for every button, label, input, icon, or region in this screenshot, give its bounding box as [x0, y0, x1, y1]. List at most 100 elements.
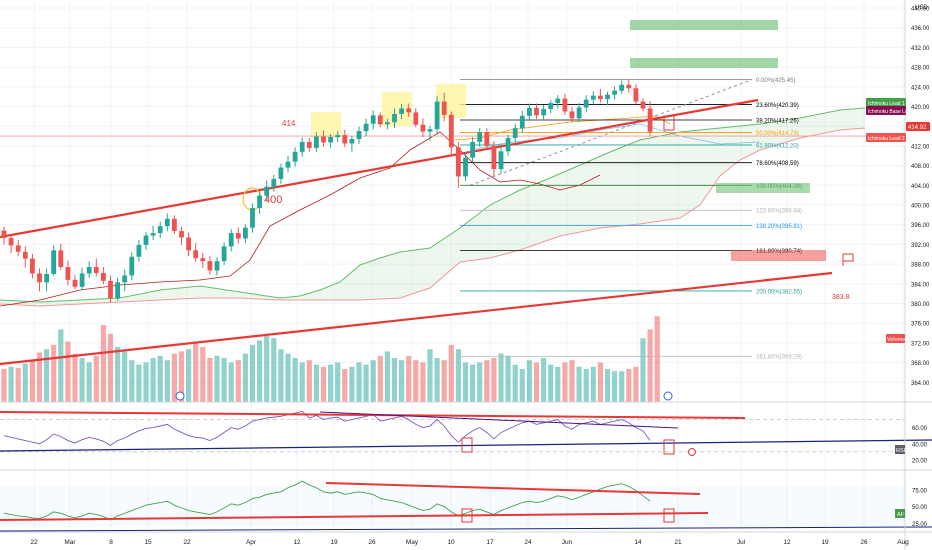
osc-resistance-line [325, 482, 701, 495]
candle-body [314, 136, 319, 148]
volume-bar [505, 355, 511, 402]
price-tag-label: 414.92 [908, 125, 927, 131]
candle-body [278, 167, 284, 179]
candle-body [271, 178, 277, 187]
candle-body [370, 115, 376, 124]
volume-bar [526, 360, 532, 402]
volume-bar [370, 360, 376, 402]
volume-bar [214, 355, 220, 402]
x-tick-label: 22 [183, 539, 191, 546]
candle-body [434, 101, 440, 130]
x-tick-label: May [406, 539, 419, 546]
x-tick-label: 24 [524, 539, 532, 546]
x-tick-label: 19 [821, 539, 829, 546]
indicator-panes [0, 391, 932, 533]
candle-body [598, 95, 603, 100]
flag-icon [842, 253, 854, 266]
fib-level-label: 200.00%(382.55) [756, 289, 802, 295]
volume-bar [612, 371, 618, 402]
candle-body [1, 230, 7, 238]
volume-bar [576, 366, 582, 402]
candle-body [342, 135, 348, 144]
candle-body [172, 218, 177, 232]
candle-body [72, 279, 78, 287]
candlestick-series [1, 79, 653, 303]
rsi-highlight-square [461, 437, 473, 453]
candle-body [569, 111, 575, 119]
volume-bar [299, 362, 305, 402]
volume-bar [285, 353, 291, 402]
event-marker-icon [663, 391, 673, 401]
candle-body [150, 233, 156, 236]
candle-body [335, 135, 341, 138]
volume-bar [569, 360, 575, 402]
volume-bars [1, 316, 660, 402]
candle-body [576, 107, 582, 119]
x-tick-label: 22 [30, 539, 38, 546]
fib-level-label: 261.80%(369.29) [756, 355, 802, 361]
candle-body [633, 88, 639, 102]
upper-trend-line [0, 98, 759, 239]
price-tag-bg [866, 133, 906, 142]
candle-body [328, 137, 333, 143]
volume-bar [541, 358, 547, 402]
x-tick-label: 8 [109, 539, 113, 546]
volume-bar [427, 349, 433, 402]
osc-support-line [0, 512, 709, 521]
price-tag-label: Ichimoku Lead 1 [868, 101, 905, 107]
candle-body [115, 282, 120, 299]
volume-bar [604, 369, 611, 402]
candle-body [228, 233, 234, 247]
currency-label: USD [915, 5, 928, 11]
candle-body [377, 115, 383, 125]
annotation-label: 400 [264, 194, 282, 206]
volume-bar [65, 341, 71, 402]
x-tick-label: Aug [897, 539, 909, 546]
volume-bar [320, 366, 327, 402]
highlight-square [663, 115, 675, 131]
volume-bar [391, 358, 398, 402]
volume-bar [36, 352, 43, 402]
price-tick-label: 400.00 [911, 204, 930, 210]
candle-body [640, 101, 646, 109]
volume-bar [448, 344, 454, 402]
fib-level-label: 38.20%(417.26) [756, 118, 799, 124]
candle-body [456, 147, 461, 177]
candle-body [164, 218, 170, 227]
candle-body [30, 258, 35, 274]
price-tick-label: 412.00 [911, 144, 930, 150]
candle-body [157, 226, 163, 234]
rsi-tick-label: 20.00 [912, 458, 928, 464]
price-tag-label: Ichimoku Lead 2 [868, 136, 905, 142]
price-tick-label: 408.00 [911, 164, 930, 170]
volume-bar [420, 362, 426, 402]
candle-body [541, 108, 546, 116]
osc-tick-label: 75.00 [912, 488, 928, 494]
candle-body [484, 132, 490, 146]
candle-body [505, 138, 511, 152]
volume-bar [313, 364, 319, 402]
candle-body [498, 151, 504, 170]
candle-body [122, 275, 128, 283]
volume-bar [640, 338, 646, 402]
osc-highlight-square [461, 508, 473, 523]
cloud-fill [0, 108, 865, 306]
volume-bar [143, 362, 149, 402]
volume-bar [86, 362, 92, 402]
candle-body [186, 237, 191, 251]
conversion-line [454, 115, 671, 141]
candle-body [101, 272, 106, 281]
volume-bar [349, 366, 355, 402]
candle-body [612, 90, 617, 95]
x-tick-label: Apr [246, 539, 257, 546]
candle-body [626, 84, 632, 89]
candle-body [44, 273, 49, 283]
candle-body [193, 250, 199, 259]
volume-bar [242, 353, 248, 402]
volume-bar [597, 362, 603, 402]
candle-body [512, 128, 518, 139]
candle-body [647, 108, 653, 132]
candle-body [299, 141, 305, 152]
rsi-highlight-square [663, 439, 675, 455]
